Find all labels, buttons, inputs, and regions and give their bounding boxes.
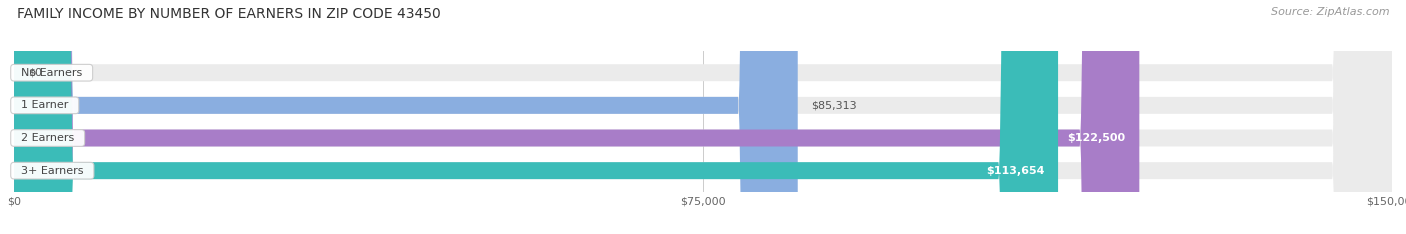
FancyBboxPatch shape <box>14 0 1139 234</box>
FancyBboxPatch shape <box>14 0 1392 234</box>
Text: 2 Earners: 2 Earners <box>14 133 82 143</box>
FancyBboxPatch shape <box>14 0 797 234</box>
FancyBboxPatch shape <box>14 0 1392 234</box>
Text: $85,313: $85,313 <box>811 100 858 110</box>
Text: 3+ Earners: 3+ Earners <box>14 166 90 176</box>
Text: $122,500: $122,500 <box>1067 133 1126 143</box>
Text: Source: ZipAtlas.com: Source: ZipAtlas.com <box>1271 7 1389 17</box>
Text: $113,654: $113,654 <box>986 166 1045 176</box>
Text: No Earners: No Earners <box>14 68 90 78</box>
FancyBboxPatch shape <box>14 0 1059 234</box>
Text: $0: $0 <box>28 68 42 78</box>
FancyBboxPatch shape <box>14 0 1392 234</box>
Text: 1 Earner: 1 Earner <box>14 100 76 110</box>
Text: FAMILY INCOME BY NUMBER OF EARNERS IN ZIP CODE 43450: FAMILY INCOME BY NUMBER OF EARNERS IN ZI… <box>17 7 440 21</box>
FancyBboxPatch shape <box>14 0 1392 234</box>
